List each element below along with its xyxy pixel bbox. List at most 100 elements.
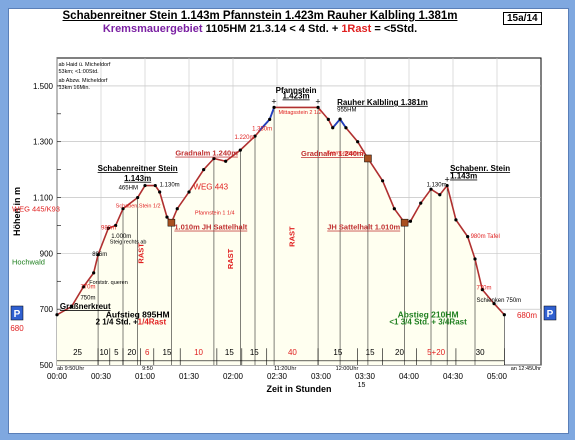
rast-marker <box>364 154 372 163</box>
y-tick-label: 1.300 <box>33 138 54 147</box>
rast-marker <box>167 218 176 227</box>
rast-label: RAST <box>288 226 297 247</box>
profile-point <box>143 183 147 188</box>
elevation-note: 1.130m <box>160 182 180 188</box>
segment-time: 10 <box>194 348 203 357</box>
peak-elevation: 1.423m <box>282 91 309 100</box>
time-note: 9:50 <box>142 366 153 372</box>
x-axis-label: Zeit in Stunden <box>267 384 332 394</box>
descent-label: Abstieg 210HM <box>398 310 459 320</box>
profile-point <box>187 190 191 194</box>
start-elevation: 680 <box>10 324 24 333</box>
parking-sign <box>543 305 557 321</box>
elevation-note: 1.330m <box>252 127 272 133</box>
profile-point <box>316 105 320 109</box>
x-tick-label: 01:00 <box>135 372 156 381</box>
subtitle-rast: 1Rast <box>341 23 372 35</box>
profile-point <box>356 140 360 144</box>
time-note: Mittagsstein 2 1/2 <box>278 110 321 116</box>
profile-point <box>344 126 348 130</box>
elevation-note: 1.220m <box>234 135 254 141</box>
approach-note: ab Abzw. Micheldorf <box>58 78 107 84</box>
parking-label: P <box>14 309 21 320</box>
profile-point <box>121 207 125 211</box>
profile-point <box>136 195 140 200</box>
route-note: Steig rechts ab <box>110 240 147 246</box>
elevation-note: 980m <box>101 226 116 232</box>
segment-time: 10 <box>99 348 108 357</box>
y-axis-label: Höhen in m <box>12 187 22 236</box>
hut-label: 1.010m JH Sattelhalt <box>174 223 247 232</box>
elevation-note: 1.000m <box>111 234 131 240</box>
profile-point <box>70 304 74 308</box>
subtitle-total: = <5Std. <box>371 23 418 35</box>
y-tick-label: 1.500 <box>33 82 54 91</box>
chart-subtitle: Kremsmauergebiet 1105HM 21.3.14 < 4 Std.… <box>60 23 460 35</box>
segment-time: 15 <box>225 348 234 357</box>
approach-note: ab Haid ü. Micheldorf <box>58 62 110 68</box>
segment-time: 5 <box>114 348 119 357</box>
segment-time: 20 <box>127 348 136 357</box>
segment-time: 15 <box>250 348 259 357</box>
x-tick-label: 03:30 <box>355 372 376 381</box>
profile-point <box>338 117 342 121</box>
elevation-note: 980m Tafel <box>471 234 500 240</box>
segment-time: 5+20 <box>427 348 446 357</box>
segment-time: 25 <box>73 348 82 357</box>
rast-label: RAST <box>226 248 235 269</box>
time-note: Pfannstein 1 1/4 <box>195 210 235 216</box>
y-tick-label: 700 <box>40 305 54 314</box>
profile-point <box>96 253 100 257</box>
approach-note: 53km; <1:00Std. <box>58 69 99 75</box>
hut-label: Gradnalm 1.240m <box>175 149 238 158</box>
peak-label: Pfannstein <box>276 86 317 95</box>
time-note: 11:20Uhr <box>274 366 296 372</box>
profile-point <box>238 148 242 152</box>
summit-marker: + <box>315 96 320 106</box>
elevation-note: Schienken 750m <box>476 298 521 304</box>
profile-point <box>408 219 413 223</box>
parking-sign <box>10 305 24 321</box>
segment-time: 15 <box>333 348 342 357</box>
x-tick-label: 00:00 <box>47 372 68 381</box>
rast-label: RAST <box>137 243 146 264</box>
peak-elevation: 1.143m <box>124 174 151 183</box>
elevation-note: 770m <box>80 284 95 290</box>
profile-point <box>114 223 118 228</box>
profile-point <box>92 271 96 275</box>
descent-time: <1 3/4 Std. + 3/4Rast <box>389 318 467 327</box>
time-note: Kremsmauer 5/ <box>327 150 365 156</box>
elevation-note: 1.130m <box>427 182 447 188</box>
end-elevation: 680m <box>517 311 537 320</box>
time-note: an 12:45Uhr <box>511 366 541 372</box>
elevation-note: 896m <box>92 252 107 258</box>
approach-note: 13km 16Min. <box>58 85 90 91</box>
parking-label: P <box>547 309 554 320</box>
peak-hm: 465HM <box>119 186 138 192</box>
tour-badge: 15a/14 <box>503 12 542 25</box>
profile-point <box>153 183 157 188</box>
profile-point <box>392 207 396 211</box>
peak-label: Schabenreitner Stein <box>98 164 178 173</box>
segment-time: 20 <box>395 348 404 357</box>
y-tick-label: 1.100 <box>33 194 54 203</box>
profile-point <box>454 218 458 222</box>
y-tick-label: 900 <box>40 249 54 258</box>
x-tick-label: 04:00 <box>399 372 420 381</box>
x-tick-label: 00:30 <box>91 372 112 381</box>
x-tick-label: 04:30 <box>443 372 464 381</box>
chart-title: Schabenreitner Stein 1.143m Pfannstein 1… <box>62 10 458 22</box>
profile-point <box>268 117 272 121</box>
hut-label: JH Sattelhalt 1.010m <box>327 223 400 232</box>
profile-point <box>175 207 179 211</box>
profile-point <box>212 156 216 161</box>
profile-point <box>326 117 330 121</box>
profile-point <box>502 313 506 317</box>
y-tick-label: 500 <box>40 361 54 370</box>
profile-area <box>57 107 505 365</box>
profile-point <box>419 201 423 205</box>
profile-point <box>466 235 470 239</box>
segment-time: 40 <box>288 348 297 357</box>
time-note: ab 9:50Uhr <box>57 366 84 372</box>
profile-point <box>480 288 484 292</box>
